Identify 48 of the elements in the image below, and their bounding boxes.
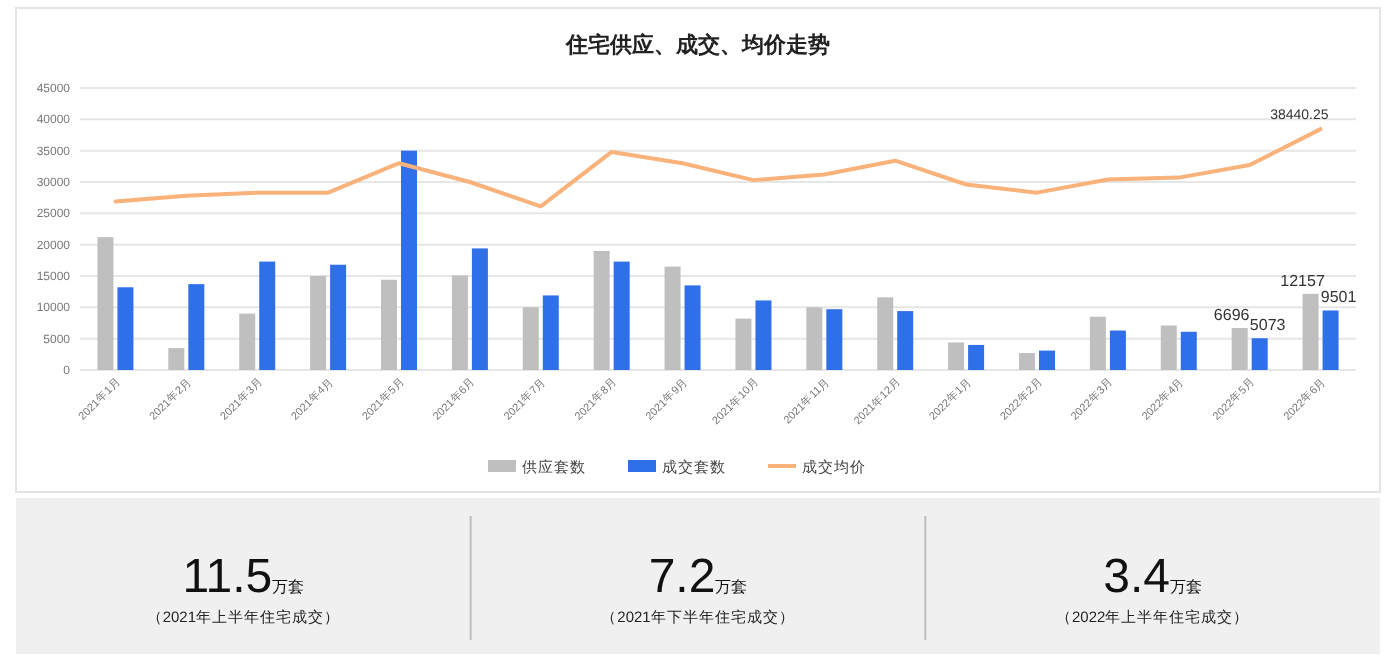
- bar: [1322, 310, 1339, 370]
- text: 万套: [1170, 578, 1203, 596]
- bar: [330, 264, 347, 370]
- bar: [948, 342, 965, 370]
- data-label: 6696: [1213, 306, 1251, 325]
- bar: [542, 295, 559, 370]
- data-label: 12157: [1280, 271, 1326, 290]
- bar: [97, 237, 114, 370]
- bar: [1231, 328, 1248, 370]
- text: 万套: [272, 578, 305, 596]
- bar: [1109, 330, 1126, 370]
- bar: [877, 297, 894, 370]
- line-series: [113, 127, 1323, 209]
- bar: [1089, 316, 1106, 370]
- data-label: 9501: [1320, 288, 1358, 307]
- bar: [310, 276, 327, 370]
- bar: [968, 344, 985, 370]
- bar: [755, 300, 772, 370]
- bar: [613, 261, 630, 370]
- bar: [1180, 331, 1197, 370]
- bar: [1251, 338, 1268, 370]
- bar: [1039, 350, 1055, 370]
- data-label: 5073: [1249, 316, 1287, 335]
- bar: [451, 275, 468, 370]
- bar: [117, 287, 134, 370]
- text: 7.2: [648, 550, 716, 604]
- bar: [259, 261, 276, 370]
- bar: [381, 279, 397, 370]
- bar: [1302, 293, 1319, 370]
- bar: [684, 285, 701, 370]
- bar: [168, 348, 185, 370]
- bar: [806, 307, 823, 370]
- bar: [401, 150, 417, 370]
- text: 万套: [715, 578, 748, 596]
- bar: [897, 311, 914, 370]
- text: 3.4: [1103, 550, 1171, 604]
- bar: [593, 250, 610, 370]
- bar: [471, 248, 488, 370]
- bar: [188, 284, 205, 370]
- chart-title: 住宅供应、成交、均价走势: [564, 32, 830, 58]
- bar: [1160, 325, 1177, 370]
- bar: [1019, 353, 1035, 370]
- bar: [735, 318, 752, 370]
- text: 11.5: [182, 550, 273, 604]
- bar: [239, 313, 256, 370]
- bar: [826, 309, 843, 370]
- bar: [664, 266, 681, 370]
- bar: [522, 307, 539, 370]
